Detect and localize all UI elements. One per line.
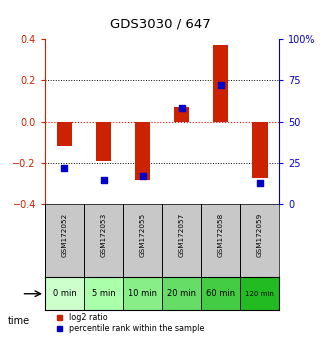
Text: GSM172059: GSM172059 [257, 213, 263, 257]
Legend: log2 ratio, percentile rank within the sample: log2 ratio, percentile rank within the s… [56, 313, 205, 334]
Text: time: time [8, 316, 30, 326]
FancyBboxPatch shape [162, 277, 201, 310]
Bar [252, 122, 267, 177]
Text: 5 min: 5 min [92, 289, 115, 298]
Text: 10 min: 10 min [128, 289, 157, 298]
Text: GSM172058: GSM172058 [218, 213, 224, 257]
Bar [174, 107, 189, 122]
Text: GSM172057: GSM172057 [178, 213, 185, 257]
Text: 0 min: 0 min [53, 289, 76, 298]
Text: 120 min: 120 min [245, 291, 274, 297]
FancyBboxPatch shape [45, 277, 84, 310]
Text: 60 min: 60 min [206, 289, 235, 298]
Point [179, 105, 184, 111]
Text: GSM172055: GSM172055 [140, 213, 146, 257]
Bar [213, 45, 229, 122]
FancyBboxPatch shape [123, 277, 162, 310]
Bar [96, 122, 111, 161]
Bar [56, 122, 72, 147]
Point [218, 82, 223, 88]
Point [140, 173, 145, 179]
Text: GDS3030 / 647: GDS3030 / 647 [110, 17, 211, 30]
Bar [135, 122, 150, 179]
Point [101, 177, 106, 182]
Point [62, 165, 67, 171]
FancyBboxPatch shape [240, 277, 279, 310]
Point [257, 180, 262, 186]
Text: 20 min: 20 min [167, 289, 196, 298]
FancyBboxPatch shape [201, 277, 240, 310]
FancyBboxPatch shape [84, 277, 123, 310]
Text: GSM172052: GSM172052 [61, 213, 67, 257]
Text: GSM172053: GSM172053 [100, 213, 107, 257]
